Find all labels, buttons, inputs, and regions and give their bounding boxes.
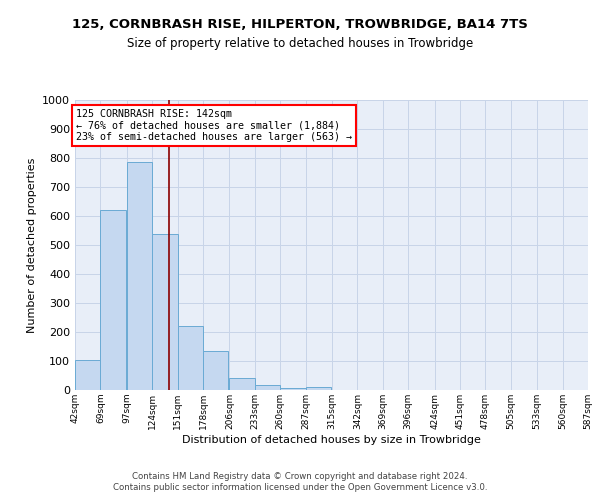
Bar (280, 388, 305, 390)
Text: Contains HM Land Registry data © Crown copyright and database right 2024.
Contai: Contains HM Land Registry data © Crown c… (113, 472, 487, 492)
Bar (229, 378, 255, 390)
Text: Size of property relative to detached houses in Trowbridge: Size of property relative to detached ho… (127, 38, 473, 51)
Bar (75, 360, 100, 390)
Text: 125 CORNBRASH RISE: 142sqm
← 76% of detached houses are smaller (1,884)
23% of s: 125 CORNBRASH RISE: 142sqm ← 76% of deta… (76, 108, 352, 142)
X-axis label: Distribution of detached houses by size in Trowbridge: Distribution of detached houses by size … (182, 434, 481, 444)
Bar (152, 234, 178, 390)
Y-axis label: Number of detached properties: Number of detached properties (26, 158, 37, 332)
Text: 125, CORNBRASH RISE, HILPERTON, TROWBRIDGE, BA14 7TS: 125, CORNBRASH RISE, HILPERTON, TROWBRID… (72, 18, 528, 30)
Bar (100, 210, 126, 390)
Bar (255, 386, 280, 390)
Bar (127, 162, 152, 390)
Bar (203, 352, 229, 390)
Bar (178, 326, 203, 390)
Bar (305, 387, 331, 390)
